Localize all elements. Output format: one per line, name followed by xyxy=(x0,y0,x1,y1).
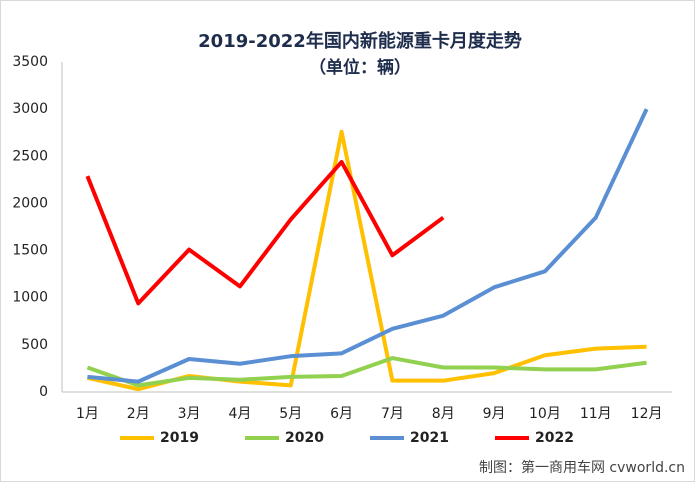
x-tick-label: 8月 xyxy=(432,406,455,422)
y-tick-label: 2500 xyxy=(12,148,48,164)
footer: 制图：第一商用车网 cvworld.cn xyxy=(479,459,685,476)
x-tick-label: 4月 xyxy=(228,406,251,422)
y-tick-label: 3500 xyxy=(12,54,48,70)
series-line xyxy=(87,108,649,384)
x-tick-label: 3月 xyxy=(178,406,201,422)
x-tick-label: 2月 xyxy=(127,406,150,422)
legend-label: 2020 xyxy=(285,430,324,446)
y-tick-label: 500 xyxy=(21,337,48,353)
legend-label: 2021 xyxy=(410,430,449,446)
y-tick-label: 1000 xyxy=(12,290,48,306)
x-tick-label: 1月 xyxy=(76,406,99,422)
y-tick-label: 1500 xyxy=(12,243,48,259)
y-tick-label: 0 xyxy=(39,384,48,400)
legend-label: 2019 xyxy=(160,430,199,446)
y-tick-label: 3000 xyxy=(12,101,48,117)
chart-subtitle: （单位：辆） xyxy=(309,57,411,78)
x-tick-label: 7月 xyxy=(381,406,404,422)
x-tick-label: 5月 xyxy=(279,406,302,422)
x-tick-label: 10月 xyxy=(529,406,561,422)
x-tick-label: 12月 xyxy=(631,406,663,422)
x-tick-label: 11月 xyxy=(580,406,612,422)
x-tick-label: 9月 xyxy=(483,406,506,422)
y-tick-label: 2000 xyxy=(12,195,48,211)
x-tick-label: 6月 xyxy=(330,406,353,422)
series-line xyxy=(86,356,647,388)
legend-label: 2022 xyxy=(535,430,574,446)
chart-title: 2019-2022年国内新能源重卡月度走势 xyxy=(198,30,522,52)
series-line xyxy=(85,159,445,306)
